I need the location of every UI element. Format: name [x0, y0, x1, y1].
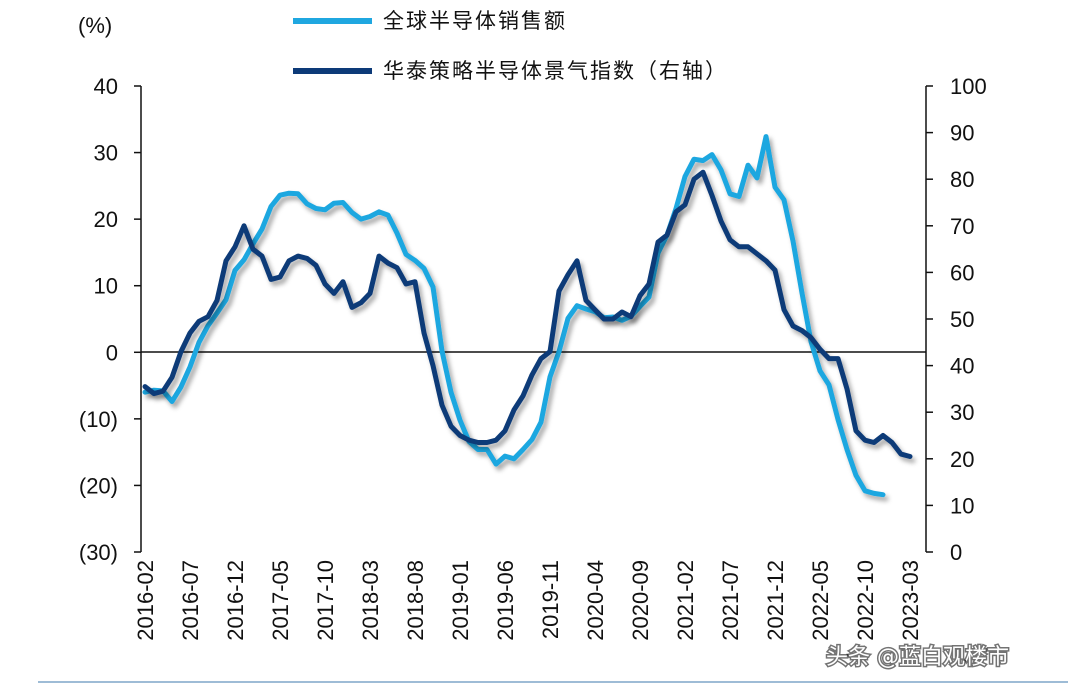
right-tick-label: 50 [950, 307, 974, 332]
x-axis-ticks: 2016-02 2016-07 2016-12 2017-05 2017-10 2018-… [133, 560, 923, 641]
x-tick-label: 2022-10 [853, 560, 878, 641]
right-tick-label: 80 [950, 167, 974, 192]
x-tick-label: 2018-08 [403, 560, 428, 641]
legend: 全球半导体销售额 华泰策略半导体景气指数（右轴） [293, 9, 728, 83]
x-tick-label: 2018-03 [358, 560, 383, 641]
watermark: 头条 @蓝白观楼市 [825, 644, 1011, 672]
x-tick-label: 2019-06 [493, 560, 518, 641]
x-tick-label: 2020-04 [583, 560, 608, 641]
x-tick-label: 2017-10 [313, 560, 338, 641]
series-line-global-semiconductor-sales [142, 134, 886, 498]
x-tick-label: 2022-05 [808, 560, 833, 641]
x-tick-label: 2016-12 [223, 560, 248, 641]
right-tick-label: 10 [950, 493, 974, 518]
x-tick-label: 2019-11 [538, 560, 563, 639]
left-tick-label: 10 [94, 274, 118, 299]
right-tick-label: 30 [950, 400, 974, 425]
right-tick-label: 60 [950, 260, 974, 285]
right-tick-label: 40 [950, 354, 974, 379]
x-tick-label: 2021-02 [673, 560, 698, 641]
right-tick-label: 90 [950, 121, 974, 146]
left-tick-label: 0 [106, 340, 118, 365]
x-tick-label: 2016-02 [133, 560, 158, 641]
left-tick-label: 20 [94, 207, 118, 232]
series-line-huatai-semiconductor-index [142, 169, 913, 459]
left-tick-label: (30) [79, 540, 118, 565]
left-tick-label: (10) [79, 407, 118, 432]
left-tick-label: (20) [79, 473, 118, 498]
legend-label-sales: 全球半导体销售额 [383, 9, 567, 33]
right-tick-label: 70 [950, 214, 974, 239]
x-tick-label: 2020-09 [628, 560, 653, 641]
right-tick-label: 20 [950, 447, 974, 472]
x-tick-label: 2017-05 [268, 560, 293, 641]
watermark-text: 头条 @蓝白观楼市 [826, 645, 1009, 670]
x-tick-label: 2023-03 [898, 560, 923, 641]
left-tick-label: 40 [94, 74, 118, 99]
right-tick-label: 100 [950, 74, 987, 99]
x-tick-label: 2021-12 [763, 560, 788, 641]
left-tick-label: 30 [94, 141, 118, 166]
series-group [142, 134, 913, 498]
x-tick-label: 2019-01 [448, 560, 473, 641]
x-tick-label: 2021-07 [718, 560, 743, 641]
left-axis-ticks: 40 30 20 10 0 (10) (20) (30) [79, 74, 141, 565]
legend-label-index: 华泰策略半导体景气指数（右轴） [383, 59, 728, 83]
left-axis-unit: (%) [78, 13, 112, 38]
right-tick-label: 0 [950, 540, 962, 565]
x-tick-label: 2016-07 [178, 560, 203, 641]
